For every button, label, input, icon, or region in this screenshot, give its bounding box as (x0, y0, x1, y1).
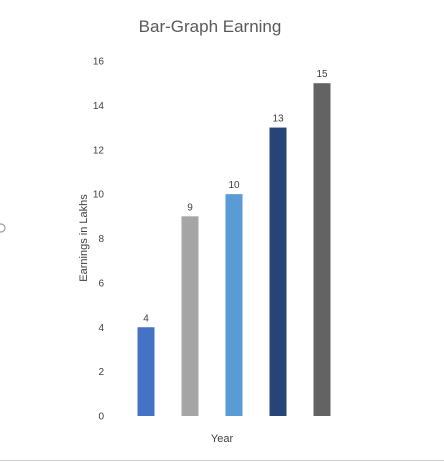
bar (181, 216, 199, 416)
bar-data-label: 9 (187, 202, 193, 213)
y-tick-label: 2 (98, 367, 104, 378)
y-axis-title: Earnings in Lakhs (78, 194, 90, 282)
bar (313, 83, 331, 416)
chart-title: Bar-Graph Earning (139, 17, 282, 36)
bars-group (137, 83, 331, 416)
y-tick-label: 14 (93, 101, 105, 112)
y-tick-label: 16 (93, 57, 105, 68)
x-axis-title: Year (211, 433, 234, 445)
bar (225, 194, 243, 416)
bar-data-label: 10 (228, 180, 240, 191)
y-tick-label: 4 (98, 323, 104, 334)
edge-handle-icon (0, 223, 6, 233)
bar (269, 127, 287, 416)
bar (137, 327, 155, 416)
y-tick-label: 0 (98, 412, 104, 423)
y-tick-label: 8 (98, 234, 104, 245)
bar-data-label: 15 (316, 69, 328, 80)
y-axis-ticks: 0 2 4 6 8 10 12 14 16 (93, 57, 105, 423)
bar-data-label: 13 (272, 114, 284, 125)
y-tick-label: 10 (93, 190, 105, 201)
y-tick-label: 12 (93, 145, 105, 156)
y-tick-label: 6 (98, 278, 104, 289)
bar-data-label: 4 (143, 313, 149, 324)
bar-data-labels: 4 9 10 13 15 (143, 69, 328, 324)
